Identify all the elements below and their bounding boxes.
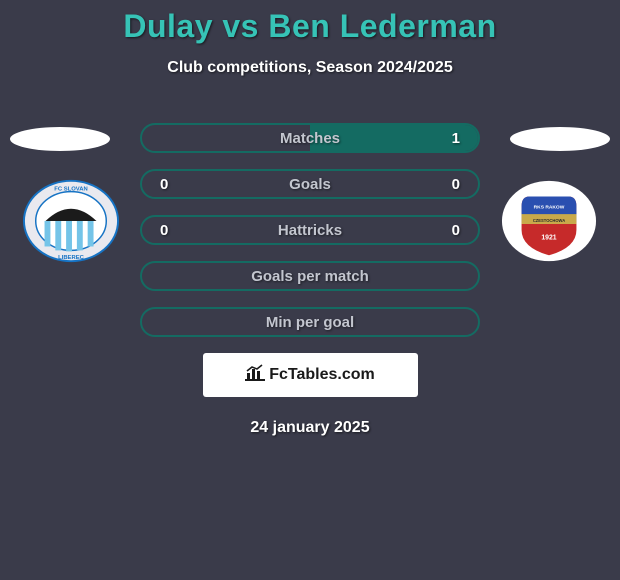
comparison-title: Dulay vs Ben Lederman bbox=[0, 8, 620, 45]
svg-text:CZESTOCHOWA: CZESTOCHOWA bbox=[533, 218, 565, 223]
left-club-badge: FC SLOVAN LIBEREC bbox=[22, 178, 120, 264]
stat-row-goals: 0 Goals 0 bbox=[140, 169, 480, 199]
stat-right-value: 1 bbox=[452, 130, 460, 147]
stat-row-hattricks: 0 Hattricks 0 bbox=[140, 215, 480, 245]
svg-text:1921: 1921 bbox=[541, 235, 556, 242]
stat-right-value: 0 bbox=[452, 222, 460, 239]
stat-label: Matches bbox=[142, 130, 478, 147]
svg-text:LIBEREC: LIBEREC bbox=[58, 255, 85, 261]
svg-text:RKS RAKOW: RKS RAKOW bbox=[534, 204, 565, 210]
stat-left-value: 0 bbox=[160, 222, 168, 239]
left-player-marker bbox=[10, 127, 110, 151]
svg-text:FC SLOVAN: FC SLOVAN bbox=[54, 187, 88, 193]
comparison-date: 24 january 2025 bbox=[0, 419, 620, 437]
stat-label: Hattricks bbox=[142, 222, 478, 239]
stat-right-value: 0 bbox=[452, 176, 460, 193]
right-player-marker bbox=[510, 127, 610, 151]
comparison-subtitle: Club competitions, Season 2024/2025 bbox=[0, 59, 620, 77]
stat-left-value: 0 bbox=[160, 176, 168, 193]
stat-row-goals-per-match: Goals per match bbox=[140, 261, 480, 291]
stat-label: Goals per match bbox=[142, 268, 478, 285]
stat-row-min-per-goal: Min per goal bbox=[140, 307, 480, 337]
right-club-badge: RKS RAKOW CZESTOCHOWA 1921 bbox=[500, 178, 598, 264]
chart-icon bbox=[245, 364, 265, 387]
branding-box: FcTables.com bbox=[203, 353, 418, 397]
branding-text: FcTables.com bbox=[269, 366, 375, 384]
stat-label: Min per goal bbox=[142, 314, 478, 331]
stat-row-matches: Matches 1 bbox=[140, 123, 480, 153]
stat-label: Goals bbox=[142, 176, 478, 193]
stats-panel: Matches 1 0 Goals 0 0 Hattricks 0 Goals … bbox=[140, 123, 480, 337]
